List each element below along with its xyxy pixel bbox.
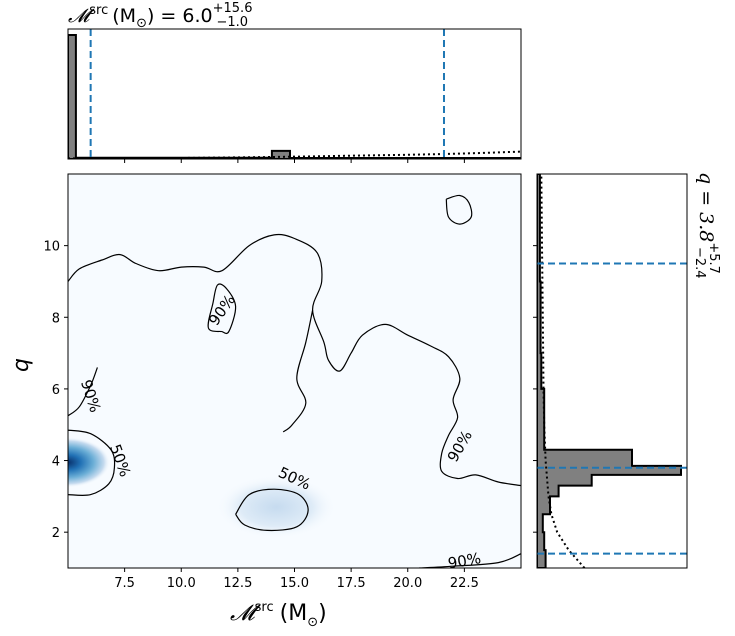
density-layer (68, 437, 337, 539)
contour-50-1 (68, 429, 116, 496)
q-summary-text: q = 3.8 (695, 172, 717, 242)
x-tick-label: 15.0 (280, 576, 309, 591)
mchirp-summary-lower: −1.0 (216, 15, 248, 30)
y-tick-label: 10 (43, 240, 60, 255)
contour-50-2 (235, 488, 309, 532)
top-prior-curve (68, 150, 521, 159)
joint-panel: 50% 50%90%90%90%90% 7.5 10.0 12.5 15.0 17.5 20… (43, 173, 522, 591)
x-tick-label: 7.5 (114, 576, 135, 591)
y-tick-label: 4 (52, 455, 60, 470)
contour-90-1 (68, 233, 521, 487)
right-marginal-panel (533, 173, 688, 569)
mchirp-superscript: src (89, 3, 108, 18)
right-ticks (533, 245, 537, 533)
x-axis-unit-close: ) (318, 601, 327, 626)
top-histogram (68, 34, 521, 159)
mchirp-summary-upper: +15.6 (213, 1, 253, 16)
mchirp-symbol: 𝓜 (68, 5, 95, 27)
x-axis-superscript: src (255, 600, 274, 615)
x-tick-label: 20.0 (393, 576, 422, 591)
right-histogram-layer (537, 174, 687, 568)
y-axis-ticks: 2 4 6 8 10 (43, 240, 68, 541)
y-tick-label: 2 (52, 526, 60, 541)
y-tick-label: 8 (52, 311, 60, 326)
q-summary-lower: −2.4 (692, 247, 707, 279)
x-axis-ticks: 7.5 10.0 12.5 15.0 17.5 20.0 22.5 (114, 568, 479, 591)
contour-label-90: 90% (446, 549, 482, 573)
x-tick-label: 12.5 (223, 576, 252, 591)
density-peak-2 (216, 475, 337, 539)
svg-text:q = 3.8+5.7−2.4: q = 3.8+5.7−2.4 (692, 172, 721, 279)
contour-90-4 (445, 194, 473, 225)
x-tick-label: 22.5 (450, 576, 479, 591)
right-prior-curve (540, 174, 586, 568)
mchirp-summary-unit-open: (M (112, 5, 136, 27)
top-marginal-panel (67, 28, 522, 163)
top-histogram-layer (68, 29, 521, 159)
right-histogram (537, 174, 682, 568)
y-tick-label: 6 (52, 383, 60, 398)
y-axis-label: q (9, 358, 34, 372)
contour-90-2 (282, 309, 314, 433)
top-ticks (124, 159, 465, 163)
top-summary-title: 𝓜src (M⊙) = 6.0+15.6 −1.0 (68, 1, 252, 31)
mchirp-summary-value: ) = 6.0 (147, 5, 213, 27)
right-panel-frame (536, 173, 688, 569)
x-axis-unit-sun: ⊙ (307, 615, 318, 630)
contour-90-6 (419, 553, 521, 568)
right-summary-title: q = 3.8+5.7−2.4 (692, 172, 721, 279)
q-summary-upper: +5.7 (706, 242, 721, 274)
contour-90-5 (68, 367, 98, 417)
x-axis-unit-open: (M (280, 601, 308, 626)
contour-layer (68, 194, 521, 568)
x-tick-label: 10.0 (167, 576, 196, 591)
x-tick-label: 17.5 (337, 576, 366, 591)
contour-90-3 (207, 283, 237, 335)
x-axis-label: 𝓜src (M⊙) (230, 600, 327, 630)
top-panel-frame (67, 28, 522, 160)
mchirp-summary-sun: ⊙ (136, 16, 147, 31)
density-peak-1 (68, 437, 111, 488)
